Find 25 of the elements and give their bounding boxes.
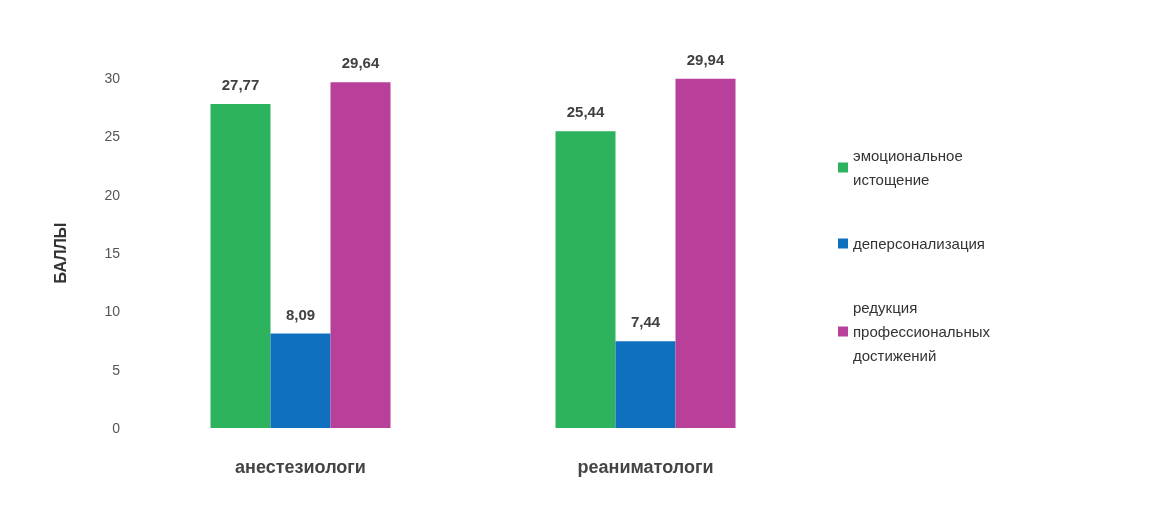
bar (270, 333, 331, 428)
data-label: 29,94 (686, 50, 725, 68)
y-axis-title: БАЛЛЫ (51, 222, 69, 284)
data-label: 29,64 (341, 54, 380, 72)
data-label: 8,09 (285, 305, 316, 323)
y-tick-label: 25 (104, 128, 121, 145)
bar (555, 131, 616, 428)
y-tick-label: 20 (104, 186, 121, 203)
y-tick-label: 5 (112, 361, 121, 378)
legend-label: редукция профессиональных достижений (853, 299, 995, 364)
y-tick-label: 0 (112, 420, 121, 436)
y-tick-label: 15 (104, 245, 121, 261)
bar (615, 341, 676, 428)
y-tick-label: 30 (104, 70, 121, 86)
y-tick-label: 10 (104, 303, 121, 320)
bar (330, 82, 391, 428)
legend-label: деперсонализация (853, 235, 985, 252)
data-label: 7,44 (630, 313, 661, 331)
data-label: 25,44 (566, 103, 605, 121)
bar (675, 78, 736, 428)
data-label: 27,77 (221, 76, 260, 94)
x-tick-label: реаниматологи (577, 457, 714, 477)
x-tick-label: анестезиологи (235, 457, 366, 477)
bar (210, 104, 271, 428)
legend-label: эмоциональное истощение (853, 147, 972, 188)
